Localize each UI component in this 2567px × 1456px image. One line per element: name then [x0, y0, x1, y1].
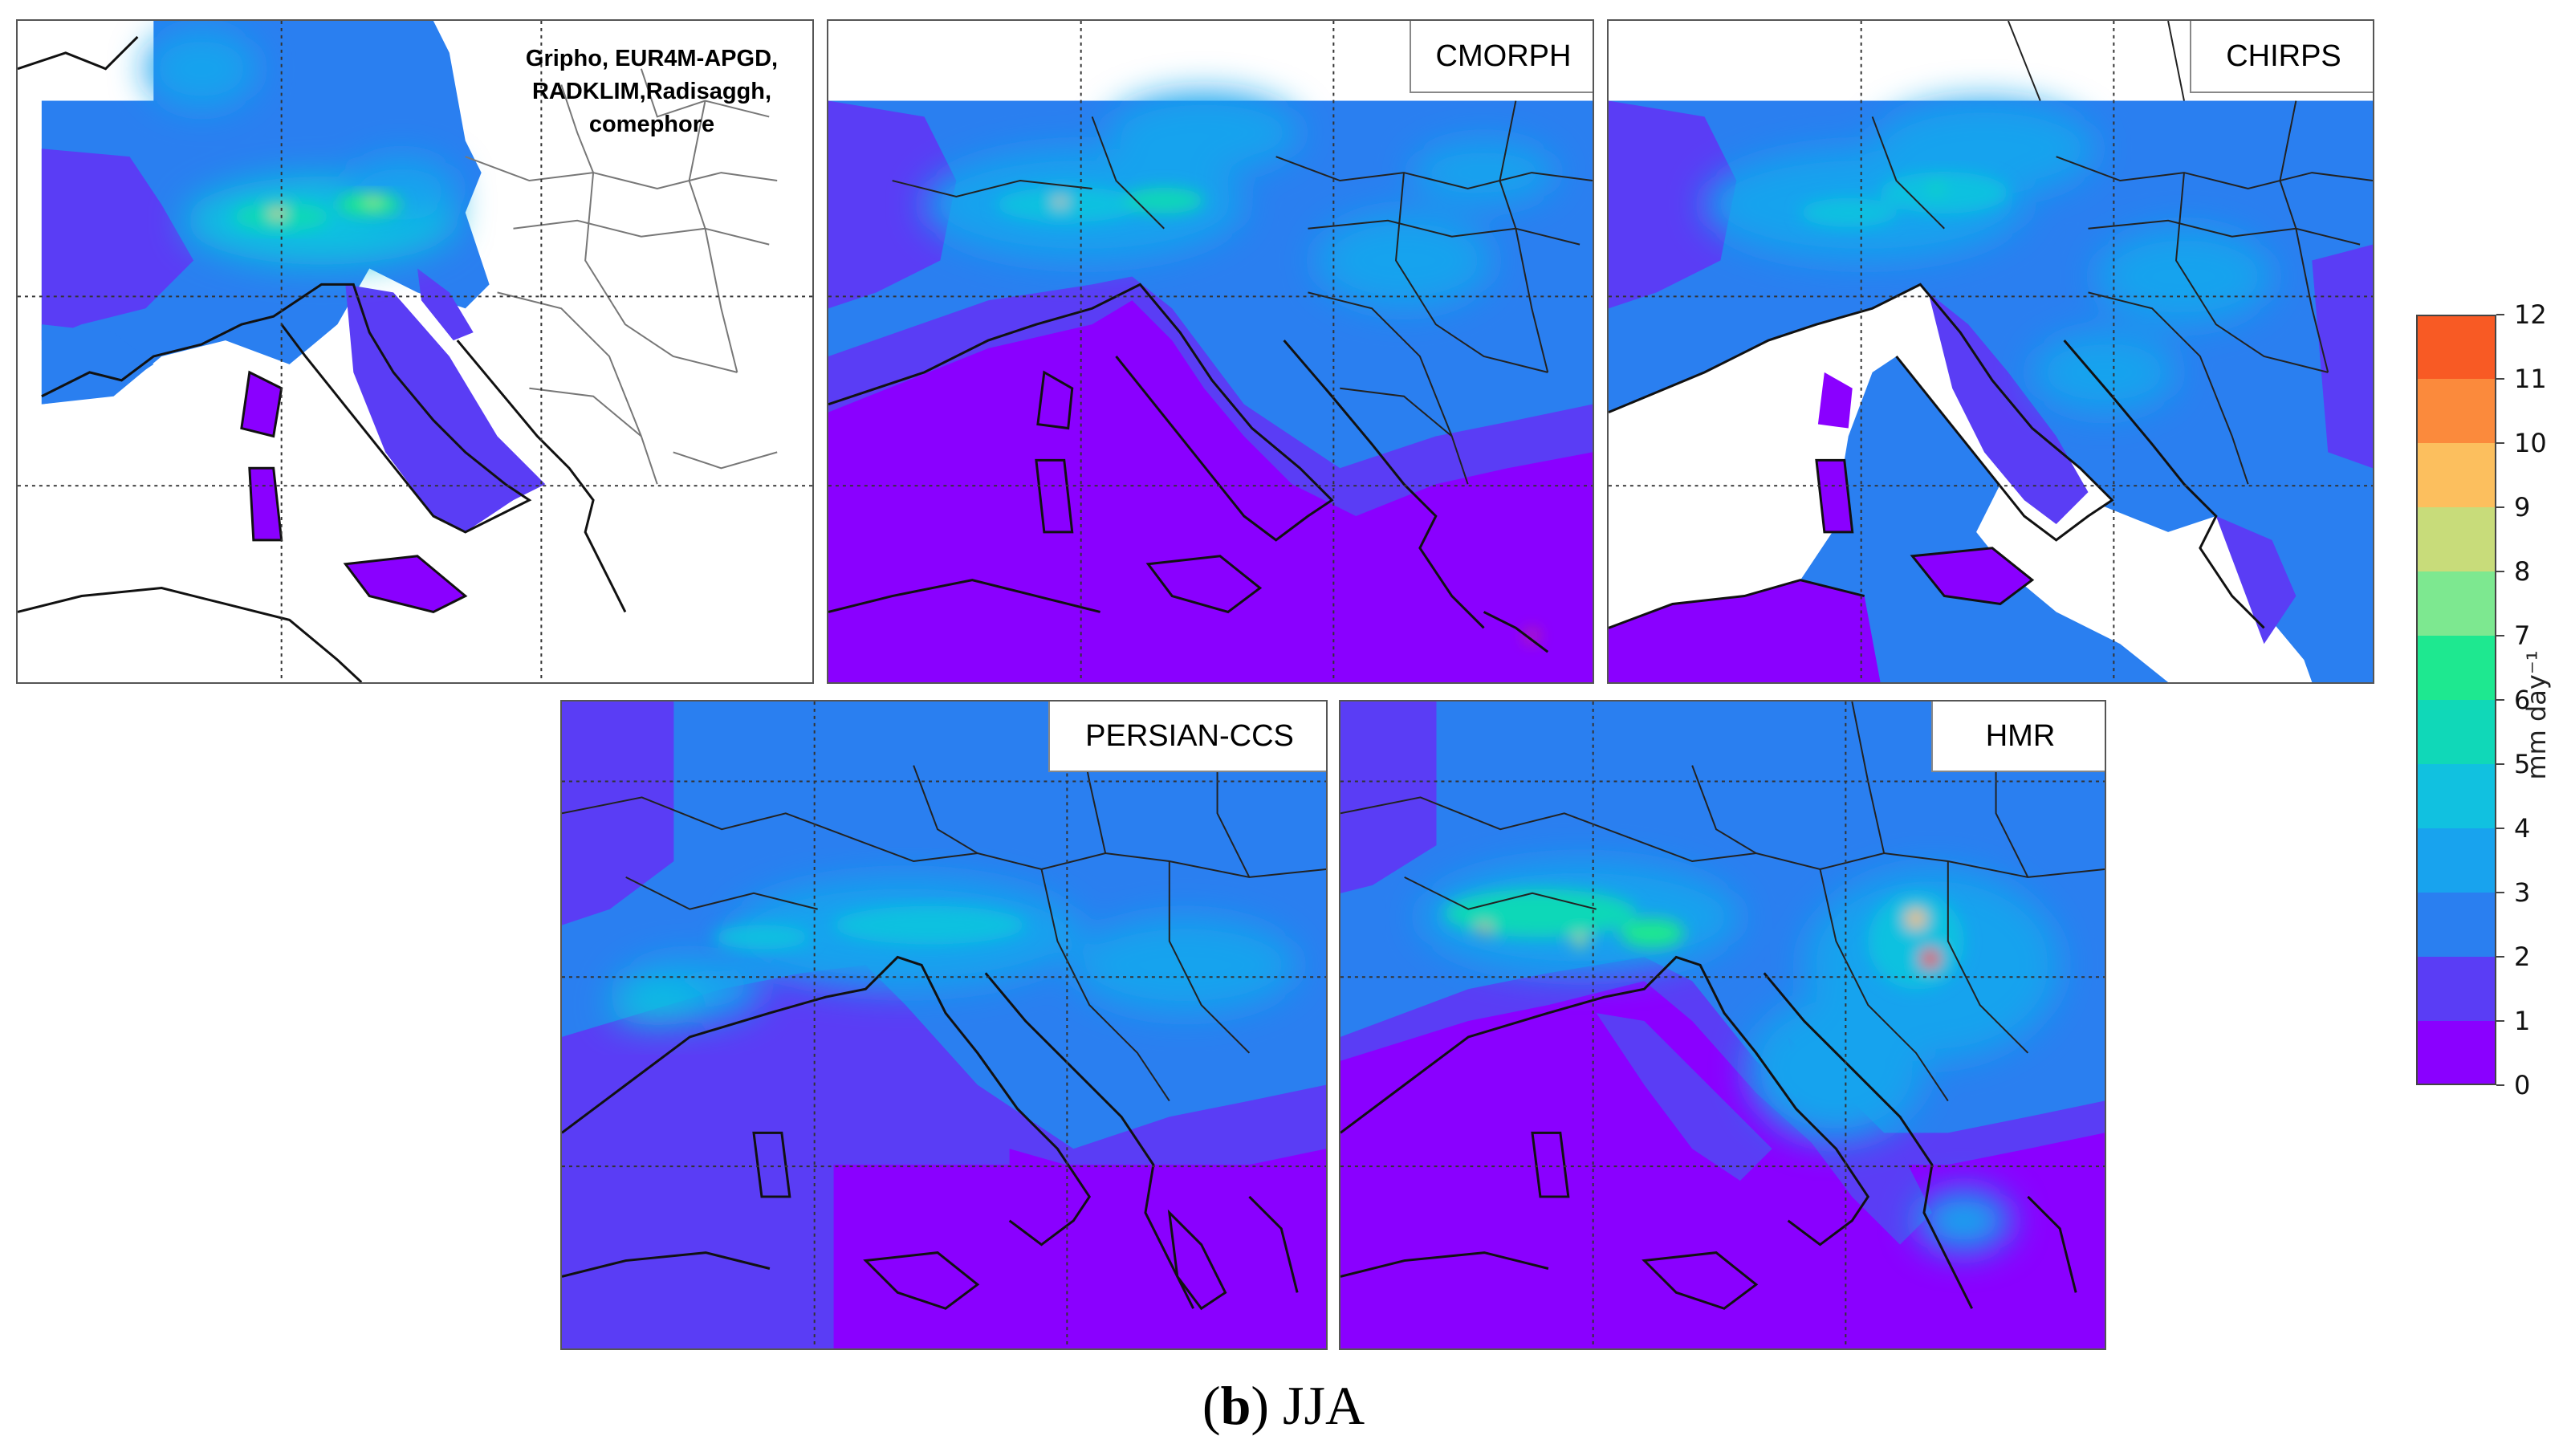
colorbar-tick-mark [2496, 506, 2504, 508]
precipitation-map-chirps [1609, 21, 2373, 682]
chirps-label: CHIRPS [2190, 21, 2373, 93]
colorbar-tick-label: 5 [2514, 749, 2531, 779]
colorbar-segment [2416, 315, 2496, 379]
colorbar-tick-label: 9 [2514, 492, 2531, 523]
colorbar-tick-label: 2 [2514, 942, 2531, 972]
persian-ccs-label: PERSIAN-CCS [1048, 702, 1326, 772]
colorbar-tick-mark [2496, 442, 2504, 444]
colorbar-tick-mark [2496, 1084, 2504, 1086]
colorbar-tick-mark [2496, 1020, 2504, 1022]
colorbar-segment [2416, 828, 2496, 893]
observations-label-line-3: comephore [588, 111, 715, 137]
colorbar-segment [2416, 379, 2496, 443]
precipitation-map-persian-ccs [562, 702, 1326, 1348]
colorbar-tick-label: 0 [2514, 1070, 2531, 1100]
colorbar-segment [2416, 443, 2496, 507]
precipitation-map-observations [18, 21, 812, 682]
colorbar-tick-mark [2496, 763, 2504, 765]
colorbar-tick-mark [2496, 828, 2504, 829]
colorbar-segment [2416, 893, 2496, 957]
colorbar-tick-label: 12 [2514, 299, 2547, 330]
colorbar-tick-label: 8 [2514, 556, 2531, 587]
colorbar-segment [2416, 507, 2496, 571]
map-panel-observations: Gripho, EUR4M-APGD, RADKLIM,Radisaggh, c… [16, 19, 814, 684]
map-panel-persian-ccs: PERSIAN-CCS [560, 700, 1328, 1350]
map-panel-chirps: CHIRPS [1607, 19, 2374, 684]
observations-label-line-2: RADKLIM,Radisaggh, [531, 78, 772, 104]
precipitation-map-hmr [1340, 702, 2105, 1348]
colorbar-tick-mark [2496, 571, 2504, 572]
colorbar-tick-mark [2496, 635, 2504, 636]
colorbar-frame [2416, 315, 2496, 1085]
colorbar-tick-label: 10 [2514, 428, 2547, 458]
map-panel-cmorph: CMORPH [827, 19, 1594, 684]
figure-caption: (b) JJA [1202, 1375, 1365, 1436]
colorbar-segment [2416, 571, 2496, 636]
colorbar-tick-label: 11 [2514, 364, 2547, 394]
colorbar-segment [2416, 636, 2496, 700]
colorbar-unit-label: mm day⁻¹ [2521, 650, 2552, 780]
colorbar-tick-mark [2496, 699, 2504, 701]
colorbar-segment [2416, 1021, 2496, 1085]
colorbar-tick-mark [2496, 314, 2504, 315]
colorbar-tick-mark [2496, 956, 2504, 958]
colorbar-tick-mark [2496, 378, 2504, 380]
colorbar-segment [2416, 700, 2496, 764]
colorbar-tick-label: 7 [2514, 620, 2531, 651]
colorbar-tick-label: 6 [2514, 685, 2531, 715]
hmr-label: HMR [1931, 702, 2105, 772]
colorbar-tick-label: 4 [2514, 813, 2531, 844]
caption-panel-letter: b [1220, 1375, 1251, 1436]
colorbar-segment [2416, 764, 2496, 828]
colorbar: 0 1 2 3 4 5 6 7 8 9 10 11 12 [2416, 299, 2547, 1100]
map-panel-hmr: HMR [1339, 700, 2106, 1350]
colorbar-tick-label: 1 [2514, 1006, 2531, 1036]
observations-label: Gripho, EUR4M-APGD, RADKLIM,Radisaggh, c… [499, 35, 804, 148]
colorbar-tick-mark [2496, 892, 2504, 893]
cmorph-label: CMORPH [1410, 21, 1593, 93]
precipitation-map-cmorph [828, 21, 1593, 682]
caption-season: JJA [1269, 1375, 1365, 1436]
colorbar-tick-label: 3 [2514, 877, 2531, 908]
observations-label-line-1: Gripho, EUR4M-APGD, [525, 45, 779, 71]
colorbar-segment [2416, 957, 2496, 1021]
